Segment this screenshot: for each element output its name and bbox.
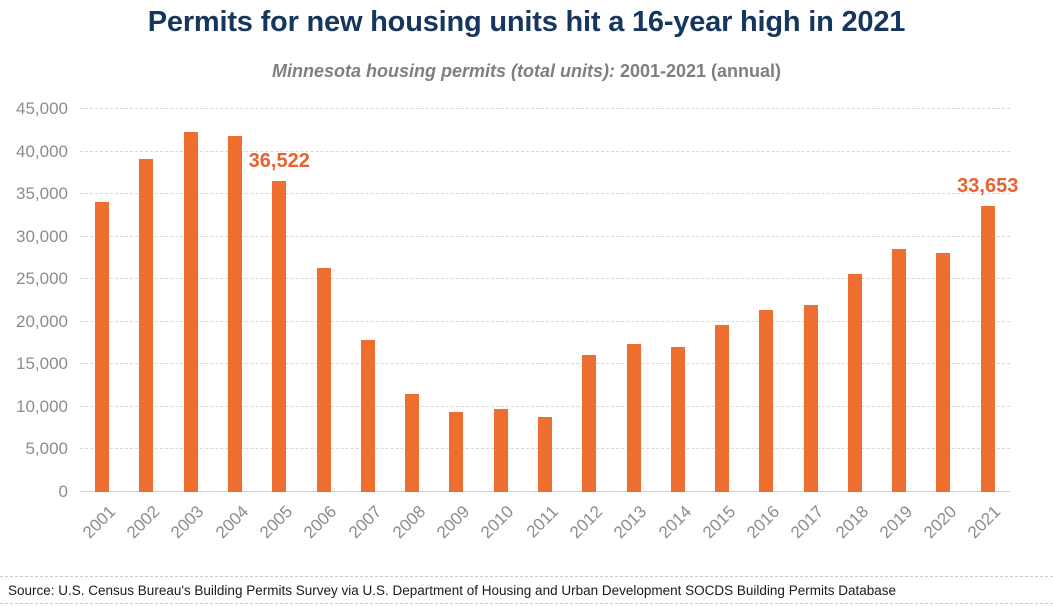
x-tick-label-2015: 2015: [698, 502, 740, 543]
x-tick-label-2013: 2013: [610, 502, 651, 543]
bar-2002: [139, 159, 154, 492]
gridline: [80, 405, 1010, 407]
bar-2020: [936, 252, 951, 492]
bar-2016: [759, 309, 774, 492]
data-label-2005: 36,522: [248, 150, 310, 173]
chart-subtitle-series: Minnesota housing permits (total units):: [271, 61, 615, 81]
x-tick-label-2016: 2016: [743, 502, 784, 543]
bar-slot-2007: 2007: [345, 109, 390, 542]
y-axis: 45,000 40,000 35,000 30,000 25,000 20,000 15,0…: [0, 99, 68, 501]
bar-2007: [360, 339, 375, 492]
bar-slot-2011: 2011: [523, 109, 567, 541]
bar-slot-2016: 2016: [743, 109, 788, 542]
y-tick-label: 40,000: [16, 141, 68, 161]
y-tick-label: 15,000: [16, 354, 68, 374]
bar-slot-2012: 2012: [566, 109, 611, 542]
x-tick-label-2009: 2009: [433, 502, 474, 543]
source-row: Source: U.S. Census Bureau's Building Pe…: [0, 576, 1053, 604]
bar-slot-2009: 2009: [433, 109, 478, 542]
bar-slot-2014: 2014: [655, 109, 700, 542]
y-tick-label: 20,000: [16, 311, 68, 331]
x-tick-label-2014: 2014: [654, 502, 695, 543]
y-tick-label: 25,000: [16, 269, 68, 289]
x-tick-label-2010: 2010: [477, 502, 518, 543]
chart-title: Permits for new housing units hit a 16-y…: [147, 6, 906, 38]
bar-2010: [493, 408, 508, 492]
x-tick-label-2020: 2020: [920, 502, 961, 543]
x-tick-label-2001: 2001: [78, 502, 120, 543]
bar-slot-2008: 2008: [389, 109, 434, 542]
y-tick-label: 30,000: [16, 226, 68, 246]
x-tick-label-2017: 2017: [787, 502, 828, 543]
bar-slot-2017: 2017: [787, 109, 833, 542]
bar-slot-2020: 2020: [920, 109, 965, 542]
bar-2012: [582, 354, 597, 492]
bar-2011: [537, 417, 552, 492]
bar-2009: [449, 412, 464, 492]
gridline: [80, 150, 1010, 152]
gridline: [80, 363, 1010, 365]
bar-2013: [626, 343, 641, 492]
bar-2018: [847, 274, 862, 492]
gridline: [80, 278, 1010, 280]
bar-slot-2005: 36,522 2005: [249, 109, 310, 542]
gridline: [80, 193, 1010, 195]
chart-subtitle: Minnesota housing permits (total units):…: [0, 61, 1053, 82]
bar-2005: [272, 181, 287, 492]
x-tick-label-2011: 2011: [522, 502, 562, 542]
bar-2017: [803, 304, 818, 492]
bar-2021: [980, 205, 995, 492]
bar-slot-2019: 2019: [876, 109, 921, 542]
bar-2006: [316, 268, 331, 492]
x-tick-label-2005: 2005: [256, 502, 297, 543]
bar-slot-2003: 2003: [168, 109, 213, 542]
plot-area: 2001 2002 2003 2004 36,522 2005 2006 2007 2008 20…: [79, 108, 1018, 543]
bar-slot-2015: 2015: [699, 109, 744, 542]
bar-2008: [405, 394, 420, 492]
bar-slot-2018: 2018: [832, 109, 877, 542]
bar-slot-2001: 2001: [79, 109, 124, 542]
bar-2004: [227, 136, 242, 492]
y-tick-label: 10,000: [16, 396, 68, 416]
x-tick-label-2007: 2007: [344, 502, 385, 543]
x-tick-label-2002: 2002: [123, 502, 164, 543]
x-tick-label-2006: 2006: [300, 502, 341, 543]
bar-2003: [183, 131, 198, 492]
x-tick-label-2019: 2019: [876, 502, 917, 543]
x-tick-label-2021: 2021: [964, 502, 1005, 543]
gridline: [80, 235, 1010, 237]
bar-slot-2006: 2006: [300, 109, 345, 542]
x-tick-label-2008: 2008: [388, 502, 430, 543]
bar-slot-2004: 2004: [212, 109, 257, 542]
bar-2014: [670, 347, 685, 492]
data-label-2021: 33,653: [957, 174, 1019, 197]
bar-slot-2010: 2010: [477, 109, 523, 542]
bar-slot-2021: 33,653 2021: [957, 109, 1018, 543]
x-tick-label-2018: 2018: [831, 502, 872, 543]
bar-2015: [715, 325, 730, 492]
bar-2019: [892, 248, 907, 492]
bar-slot-2002: 2002: [123, 109, 168, 542]
gridline: [80, 108, 1010, 109]
x-tick-label-2012: 2012: [566, 502, 607, 543]
y-tick-label: 35,000: [16, 184, 68, 204]
bar-slot-2013: 2013: [610, 109, 655, 542]
bar-2001: [95, 201, 110, 492]
source-text: Source: U.S. Census Bureau's Building Pe…: [8, 582, 896, 598]
chart-subtitle-range: 2001-2021 (annual): [614, 61, 782, 81]
y-tick-label: 5,000: [25, 439, 68, 459]
x-tick-label-2004: 2004: [211, 502, 252, 543]
bars-container: 2001 2002 2003 2004 36,522 2005 2006 2007 2008 20…: [79, 109, 1018, 543]
x-tick-label-2003: 2003: [167, 502, 208, 543]
y-tick-label: 45,000: [16, 99, 68, 118]
gridline: [80, 320, 1010, 322]
y-tick-label: 0: [58, 482, 68, 501]
